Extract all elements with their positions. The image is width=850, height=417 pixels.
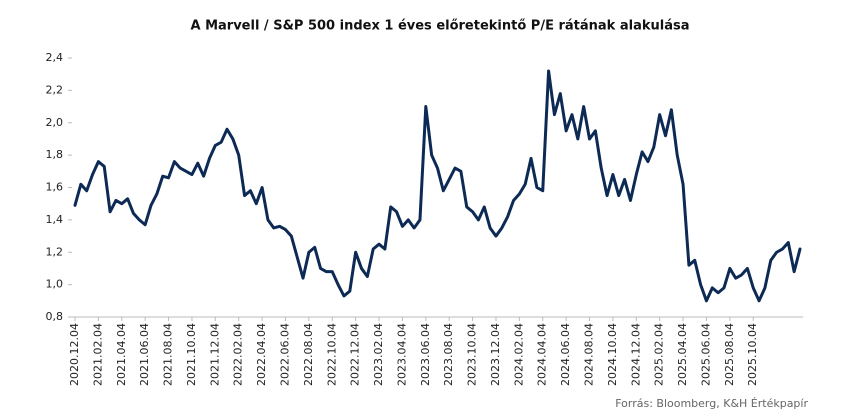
x-tick-label: 2023.06.04 (419, 323, 432, 386)
x-tick-label: 2022.04.04 (255, 323, 268, 386)
source-note: Forrás: Bloomberg, K&H Értékpapír (615, 397, 808, 410)
x-tick-label: 2025.04.04 (676, 323, 689, 386)
x-tick-label: 2022.02.04 (232, 323, 245, 386)
x-tick-label: 2022.08.04 (302, 323, 315, 386)
x-tick-label: 2023.02.04 (372, 323, 385, 386)
y-tick-label: 1,2 (46, 245, 64, 258)
data-line (73, 69, 802, 303)
x-tick-label: 2022.10.04 (325, 323, 338, 386)
y-tick-label: 1,0 (46, 278, 64, 291)
x-tick-label: 2021.08.04 (162, 323, 175, 386)
x-tick-label: 2024.12.04 (629, 323, 642, 386)
y-tick-label: 2,4 (46, 51, 64, 64)
x-tick-label: 2024.06.04 (559, 323, 572, 386)
x-tick-label: 2025.06.04 (699, 323, 712, 386)
y-tick-label: 1,4 (46, 213, 64, 226)
x-tick-label: 2023.04.04 (395, 323, 408, 386)
x-tick-label: 2025.10.04 (746, 323, 759, 386)
x-tick-label: 2024.04.04 (536, 323, 549, 386)
x-tick-label: 2023.10.04 (466, 323, 479, 386)
y-tick-label: 2,0 (46, 116, 64, 129)
x-tick-label: 2021.04.04 (115, 323, 128, 386)
x-tick-label: 2023.12.04 (489, 323, 502, 386)
x-tick-label: 2021.12.04 (208, 323, 221, 386)
chart-title: A Marvell / S&P 500 index 1 éves előrete… (191, 19, 690, 34)
x-tick-label: 2021.10.04 (185, 323, 198, 386)
x-tick-label: 2022.12.04 (349, 323, 362, 386)
x-tick-label: 2024.08.04 (583, 323, 596, 386)
y-tick-label: 1,8 (46, 148, 64, 161)
x-tick-label: 2020.12.04 (68, 323, 81, 386)
x-tick-label: 2025.08.04 (723, 323, 736, 386)
x-tick-label: 2024.02.04 (512, 323, 525, 386)
x-tick-label: 2021.06.04 (138, 323, 151, 386)
x-tick-label: 2024.10.04 (606, 323, 619, 386)
y-tick-label: 1,6 (46, 181, 64, 194)
x-tick-label: 2025.02.04 (653, 323, 666, 386)
y-tick-label: 0,8 (46, 310, 64, 323)
x-tick-label: 2022.06.04 (278, 323, 291, 386)
y-tick-label: 2,2 (46, 83, 64, 96)
x-tick-label: 2023.08.04 (442, 323, 455, 386)
x-tick-label: 2021.02.04 (91, 323, 104, 386)
